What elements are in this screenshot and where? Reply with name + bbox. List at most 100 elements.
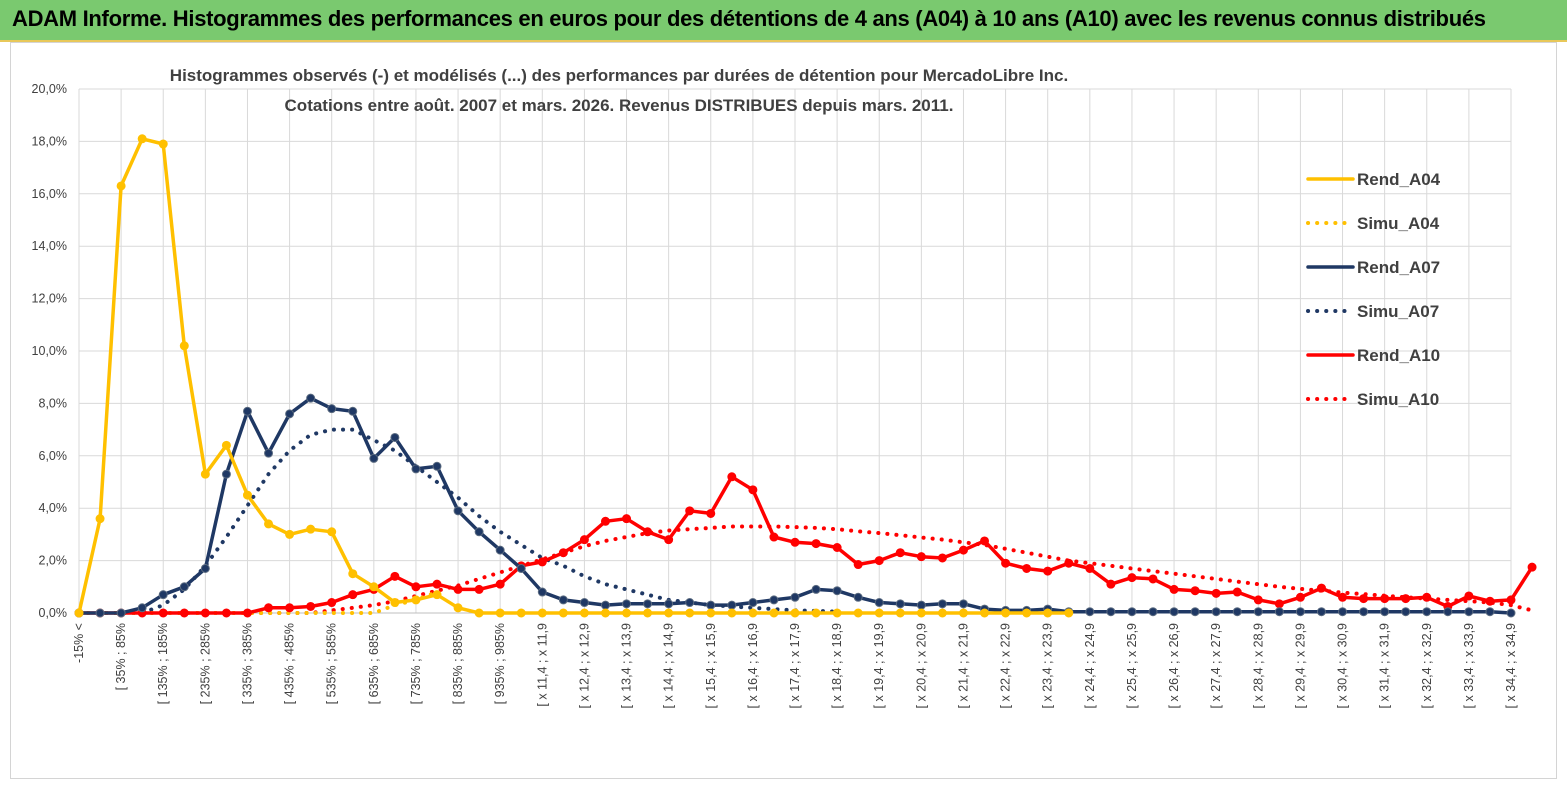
data-point-rend_a07 (937, 599, 947, 609)
data-point-rend_a04 (811, 608, 821, 618)
data-point-rend_a10 (242, 608, 252, 618)
data-point-rend_a04 (221, 440, 231, 450)
data-point-rend_a04 (980, 608, 990, 618)
data-point-rend_a07 (200, 563, 210, 573)
data-point-rend_a04 (958, 608, 968, 618)
x-tick-label: [ x 15,4 ; x 15,9 (704, 623, 718, 709)
chart-svg: 0,0% 2,0% 4,0% 6,0% 8,0% 10,0% 12,0% 14,0% 16,0%… (32, 66, 1537, 709)
data-point-rend_a10 (1485, 596, 1495, 606)
data-point-rend_a04 (685, 608, 695, 618)
data-point-rend_a10 (221, 608, 231, 618)
x-tick-label: [ 35% ; 85% (114, 623, 128, 690)
data-point-rend_a10 (853, 560, 863, 570)
data-point-rend_a10 (1106, 579, 1116, 589)
data-point-rend_a07 (1253, 607, 1263, 617)
x-tick-label: [ x 12,4 ; x 12,9 (577, 623, 591, 709)
data-point-rend_a10 (179, 608, 189, 618)
data-point-rend_a04 (306, 524, 316, 534)
data-point-rend_a10 (600, 516, 610, 526)
data-point-rend_a10 (1190, 586, 1200, 596)
data-point-rend_a07 (769, 595, 779, 605)
data-point-rend_a10 (895, 548, 905, 558)
data-point-rend_a07 (1127, 607, 1137, 617)
data-point-rend_a10 (1295, 592, 1305, 602)
data-point-rend_a10 (1148, 574, 1158, 584)
data-point-rend_a04 (179, 341, 189, 351)
x-tick-label: [ x 19,4 ; x 19,9 (872, 623, 886, 709)
data-point-rend_a10 (622, 514, 632, 524)
data-point-rend_a07 (811, 584, 821, 594)
data-point-rend_a10 (1064, 558, 1074, 568)
data-point-rend_a07 (474, 527, 484, 537)
series-line-simu_a07 (77, 427, 840, 615)
data-point-rend_a07 (1359, 607, 1369, 617)
data-point-rend_a04 (369, 582, 379, 592)
x-tick-label: [ x 17,4 ; x 17,9 (788, 623, 802, 709)
data-point-rend_a04 (390, 598, 400, 608)
data-point-rend_a07 (748, 598, 758, 608)
data-point-rend_a07 (179, 582, 189, 592)
data-point-rend_a07 (1148, 607, 1158, 617)
x-tick-label: [ x 11,4 ; x 11,9 (535, 623, 549, 707)
legend-label-rend_a04: Rend_A04 (1357, 170, 1441, 189)
data-point-rend_a10 (1232, 587, 1242, 597)
data-point-rend_a10 (411, 582, 421, 592)
data-point-rend_a07 (1443, 607, 1453, 617)
data-point-rend_a10 (1211, 588, 1221, 598)
x-tick-label: [ 735% ; 785% (409, 623, 423, 704)
data-point-rend_a10 (1127, 573, 1137, 583)
data-point-rend_a10 (916, 552, 926, 562)
data-point-rend_a07 (1338, 607, 1348, 617)
data-point-rend_a07 (685, 598, 695, 608)
data-point-rend_a10 (158, 608, 168, 618)
data-point-rend_a07 (411, 464, 421, 474)
data-point-rend_a07 (579, 598, 589, 608)
data-point-rend_a04 (748, 608, 758, 618)
series-line-simu_a04 (77, 590, 439, 615)
x-tick-label: [ 635% ; 685% (367, 623, 381, 704)
data-point-rend_a10 (390, 571, 400, 581)
data-point-rend_a04 (327, 527, 337, 537)
data-point-rend_a07 (264, 448, 274, 458)
data-point-rend_a07 (348, 406, 358, 416)
data-point-rend_a10 (1422, 592, 1432, 602)
x-tick-label: [ x 28,4 ; x 28,9 (1251, 623, 1265, 709)
data-point-rend_a04 (727, 608, 737, 618)
data-point-rend_a07 (116, 608, 126, 618)
data-point-rend_a04 (1043, 608, 1053, 618)
data-point-rend_a04 (579, 608, 589, 618)
data-point-rend_a10 (1401, 594, 1411, 604)
y-tick-label: 18,0% (32, 134, 67, 148)
data-point-rend_a07 (1295, 607, 1305, 617)
x-tick-label: [ x 20,4 ; x 20,9 (914, 623, 928, 709)
data-point-rend_a04 (137, 134, 147, 144)
data-point-rend_a10 (1001, 558, 1011, 568)
x-tick-label: [ x 21,4 ; x 21,9 (956, 623, 970, 709)
data-point-rend_a04 (432, 590, 442, 600)
data-point-rend_a10 (1464, 591, 1474, 601)
data-point-rend_a04 (1064, 608, 1074, 618)
data-point-rend_a10 (811, 539, 821, 549)
data-point-rend_a04 (643, 608, 653, 618)
data-point-rend_a04 (895, 608, 905, 618)
data-point-rend_a04 (1001, 608, 1011, 618)
x-tick-label: [ x 26,4 ; x 26,9 (1167, 623, 1181, 709)
data-point-rend_a07 (1485, 607, 1495, 617)
data-point-rend_a04 (285, 529, 295, 539)
x-tick-label: [ 335% ; 385% (240, 623, 254, 704)
y-tick-label: 0,0% (39, 606, 68, 620)
data-point-rend_a10 (1380, 594, 1390, 604)
legend-label-simu_a04: Simu_A04 (1357, 214, 1440, 233)
data-point-rend_a10 (348, 590, 358, 600)
data-point-rend_a10 (558, 548, 568, 558)
data-point-rend_a07 (1422, 607, 1432, 617)
x-tick-label: -15% < (72, 623, 86, 663)
y-tick-label: 16,0% (32, 187, 67, 201)
data-point-rend_a10 (1022, 563, 1032, 573)
data-point-rend_a07 (1085, 607, 1095, 617)
y-tick-label: 20,0% (32, 82, 67, 96)
data-point-rend_a07 (600, 600, 610, 610)
data-point-rend_a04 (95, 514, 105, 524)
legend-label-simu_a10: Simu_A10 (1357, 390, 1439, 409)
data-point-rend_a04 (116, 181, 126, 191)
